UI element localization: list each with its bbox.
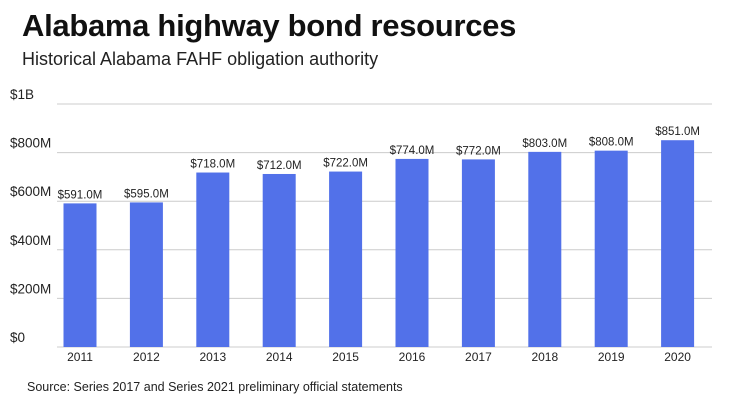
x-tick-label: 2014 [266, 350, 293, 364]
data-label: $718.0M [190, 159, 235, 171]
x-tick-label: 2019 [598, 350, 625, 364]
bar [661, 140, 694, 347]
bars [64, 140, 695, 347]
data-label: $803.0M [522, 138, 567, 150]
y-tick-label: $0 [10, 330, 25, 345]
data-label: $774.0M [390, 145, 435, 157]
y-tick-label: $600M [10, 184, 51, 199]
x-tick-label: 2015 [332, 350, 359, 364]
data-label: $772.0M [456, 145, 501, 157]
bar [196, 173, 229, 347]
x-tick-label: 2018 [531, 350, 558, 364]
x-tick-label: 2016 [399, 350, 426, 364]
bar [528, 152, 561, 347]
bar [396, 159, 429, 347]
bar [329, 172, 362, 347]
data-label: $851.0M [655, 126, 700, 138]
bar [263, 174, 296, 347]
y-tick-label: $400M [10, 233, 51, 248]
x-tick-label: 2013 [199, 350, 226, 364]
x-tick-labels: 2011 2012 2013 2014 2015 2016 2017 2018 2019 2020 [67, 350, 691, 364]
bar [595, 151, 628, 347]
bar [64, 203, 97, 347]
x-tick-label: 2012 [133, 350, 160, 364]
data-label: $808.0M [589, 137, 634, 149]
source-note: Source: Series 2017 and Series 2021 prel… [27, 380, 403, 394]
x-tick-label: 2020 [664, 350, 691, 364]
data-label: $591.0M [58, 189, 103, 201]
x-tick-label: 2011 [67, 350, 93, 364]
y-tick-label: $200M [10, 281, 51, 296]
x-tick-label: 2017 [465, 350, 492, 364]
y-tick-labels: $0 $200M $400M $600M $800M $1B [10, 87, 51, 345]
data-label: $712.0M [257, 160, 302, 172]
y-tick-label: $1B [10, 87, 34, 102]
bar [462, 159, 495, 347]
data-label: $595.0M [124, 188, 169, 200]
y-tick-label: $800M [10, 136, 51, 151]
data-label: $722.0M [323, 158, 368, 170]
bar [130, 202, 163, 347]
